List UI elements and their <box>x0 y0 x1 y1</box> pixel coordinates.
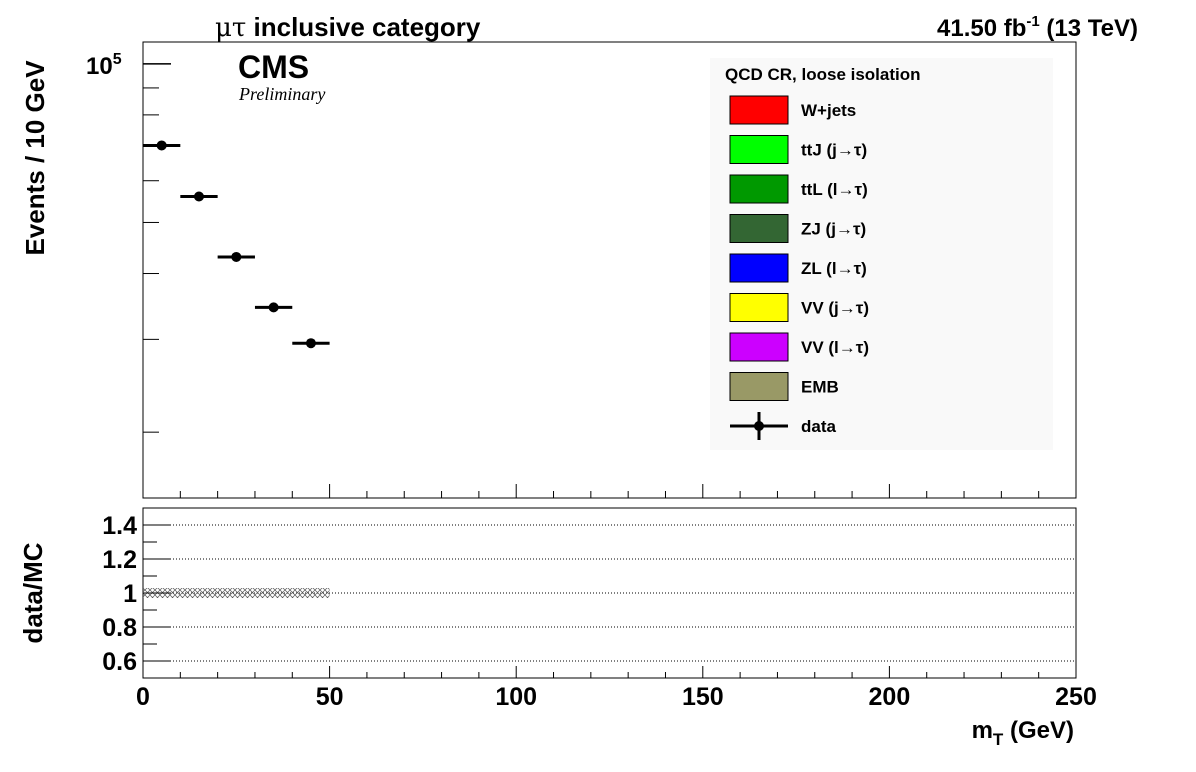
ratio-y-tick-labels: 0.6 0.8 1 1.2 1.4 <box>102 512 137 676</box>
x-tick-label: 50 <box>316 683 344 711</box>
legend-label: ttJ (j→τ) <box>801 141 867 160</box>
ratio-panel: 0.6 0.8 1 1.2 1.4 0 50 100 150 200 250 data/MC mT… <box>18 507 1097 749</box>
luminosity-label: 41.50 fb-1 (13 TeV) <box>937 13 1138 42</box>
data-point <box>193 191 204 202</box>
legend-label: VV (l→τ) <box>801 338 869 357</box>
legend-label: W+jets <box>801 101 856 120</box>
data-point <box>305 338 316 349</box>
data-point <box>268 302 279 313</box>
x-tick-labels: 0 50 100 150 200 250 <box>136 683 1097 711</box>
legend-label: VV (j→τ) <box>801 299 869 318</box>
legend-data-marker <box>754 421 764 431</box>
ratio-y-tick-label: 1.4 <box>102 512 137 540</box>
main-panel: 105 Events / 10 GeV CMS Preliminary QCD … <box>20 41 1077 499</box>
y-tick-label-1e5: 105 <box>86 51 122 80</box>
legend-swatch <box>729 214 789 243</box>
x-tick-label: 100 <box>495 683 537 711</box>
legend-swatch <box>729 253 789 283</box>
legend-label: ttL (l→τ) <box>801 180 868 199</box>
ratio-axis-ticks <box>142 507 1077 679</box>
cms-label: CMS <box>238 49 309 85</box>
x-tick-label: 200 <box>869 683 911 711</box>
uncertainty-band <box>143 588 330 598</box>
legend-label: data <box>801 417 837 436</box>
legend-swatch <box>729 95 789 125</box>
x-tick-label: 150 <box>682 683 724 711</box>
data-point <box>231 251 242 262</box>
y-axis-label-ratio: data/MC <box>18 542 48 643</box>
legend-swatch <box>729 372 789 401</box>
legend-swatch <box>729 174 789 204</box>
x-axis-label: mT (GeV) <box>972 717 1074 749</box>
main-axis-ticks <box>142 63 1077 498</box>
y-axis-label-main: Events / 10 GeV <box>20 60 50 256</box>
legend: W+jets ttJ (j→τ) ttL (l→τ) ZJ (j→τ) ZL (l→τ)… <box>729 95 869 440</box>
data-points <box>143 140 330 349</box>
legend-swatch <box>729 293 789 322</box>
ratio-y-tick-label: 1 <box>123 580 137 608</box>
legend-swatch <box>729 135 789 164</box>
ratio-y-tick-label: 0.8 <box>102 614 137 642</box>
category-title: μτ inclusive category <box>215 12 481 43</box>
legend-label: ZJ (j→τ) <box>801 220 866 239</box>
legend-label: EMB <box>801 378 839 397</box>
legend-label: ZL (l→τ) <box>801 259 867 278</box>
legend-swatch <box>729 332 789 362</box>
ratio-y-tick-label: 0.6 <box>102 648 137 676</box>
preliminary-label: Preliminary <box>238 84 325 104</box>
x-tick-label: 0 <box>136 683 150 711</box>
ratio-grid <box>143 524 1076 662</box>
legend-title: QCD CR, loose isolation <box>725 65 921 84</box>
x-tick-label: 250 <box>1055 683 1097 711</box>
data-point <box>156 140 167 151</box>
ratio-y-tick-label: 1.2 <box>102 546 137 574</box>
